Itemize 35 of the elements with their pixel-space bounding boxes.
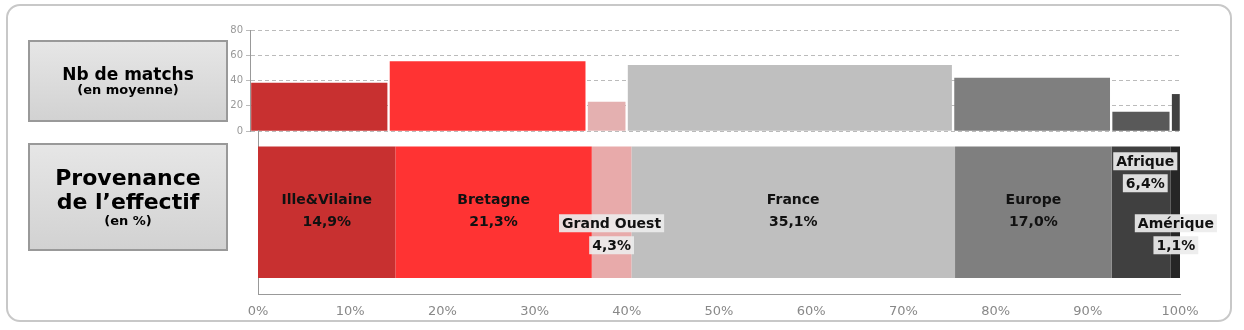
x-tick-label: 70% [888,302,918,318]
series-label: France [766,191,820,208]
x-tick-label: 90% [1073,302,1103,318]
x-tick-label: 10% [335,302,365,318]
x-tick-label: 50% [704,302,734,318]
x-tick-label: 0% [247,302,269,318]
y-tick-label: 80 [230,23,243,35]
y-axis-title: Provenance de l’effectif (en %) [55,164,201,229]
bar [258,146,396,278]
series-label: Grand Ouest [562,215,662,232]
bar [251,82,388,131]
data-label: 21,3% [469,213,518,230]
x-tick-label: 30% [520,302,550,318]
y-tick-label: 60 [230,48,243,60]
series-label: Europe [1005,191,1062,208]
x-tick-label: 40% [612,302,642,318]
y-tick-label: 40 [230,74,243,86]
series-label: Bretagne [457,191,530,208]
x-tick-label: 20% [427,302,457,318]
data-label: 17,0% [1009,213,1058,230]
series-label: Ille&Vilaine [281,191,372,208]
y-axis-title: Nb de matchs (en moyenne) [62,63,194,98]
series-label: Amérique [1137,215,1214,232]
x-tick-label: 100% [1161,302,1199,318]
x-tick-label: 80% [981,302,1011,318]
data-label: 35,1% [768,213,818,230]
data-label: 4,3% [592,237,631,254]
y-tick-label: 0 [236,124,243,136]
bar [955,146,1112,278]
series-label: Afrique [1116,153,1175,170]
data-label: 14,9% [302,213,351,230]
data-label: 6,4% [1125,175,1165,192]
data-label: 1,1% [1156,237,1196,254]
x-tick-label: 60% [796,302,826,318]
y-tick-label: 20 [230,99,243,111]
